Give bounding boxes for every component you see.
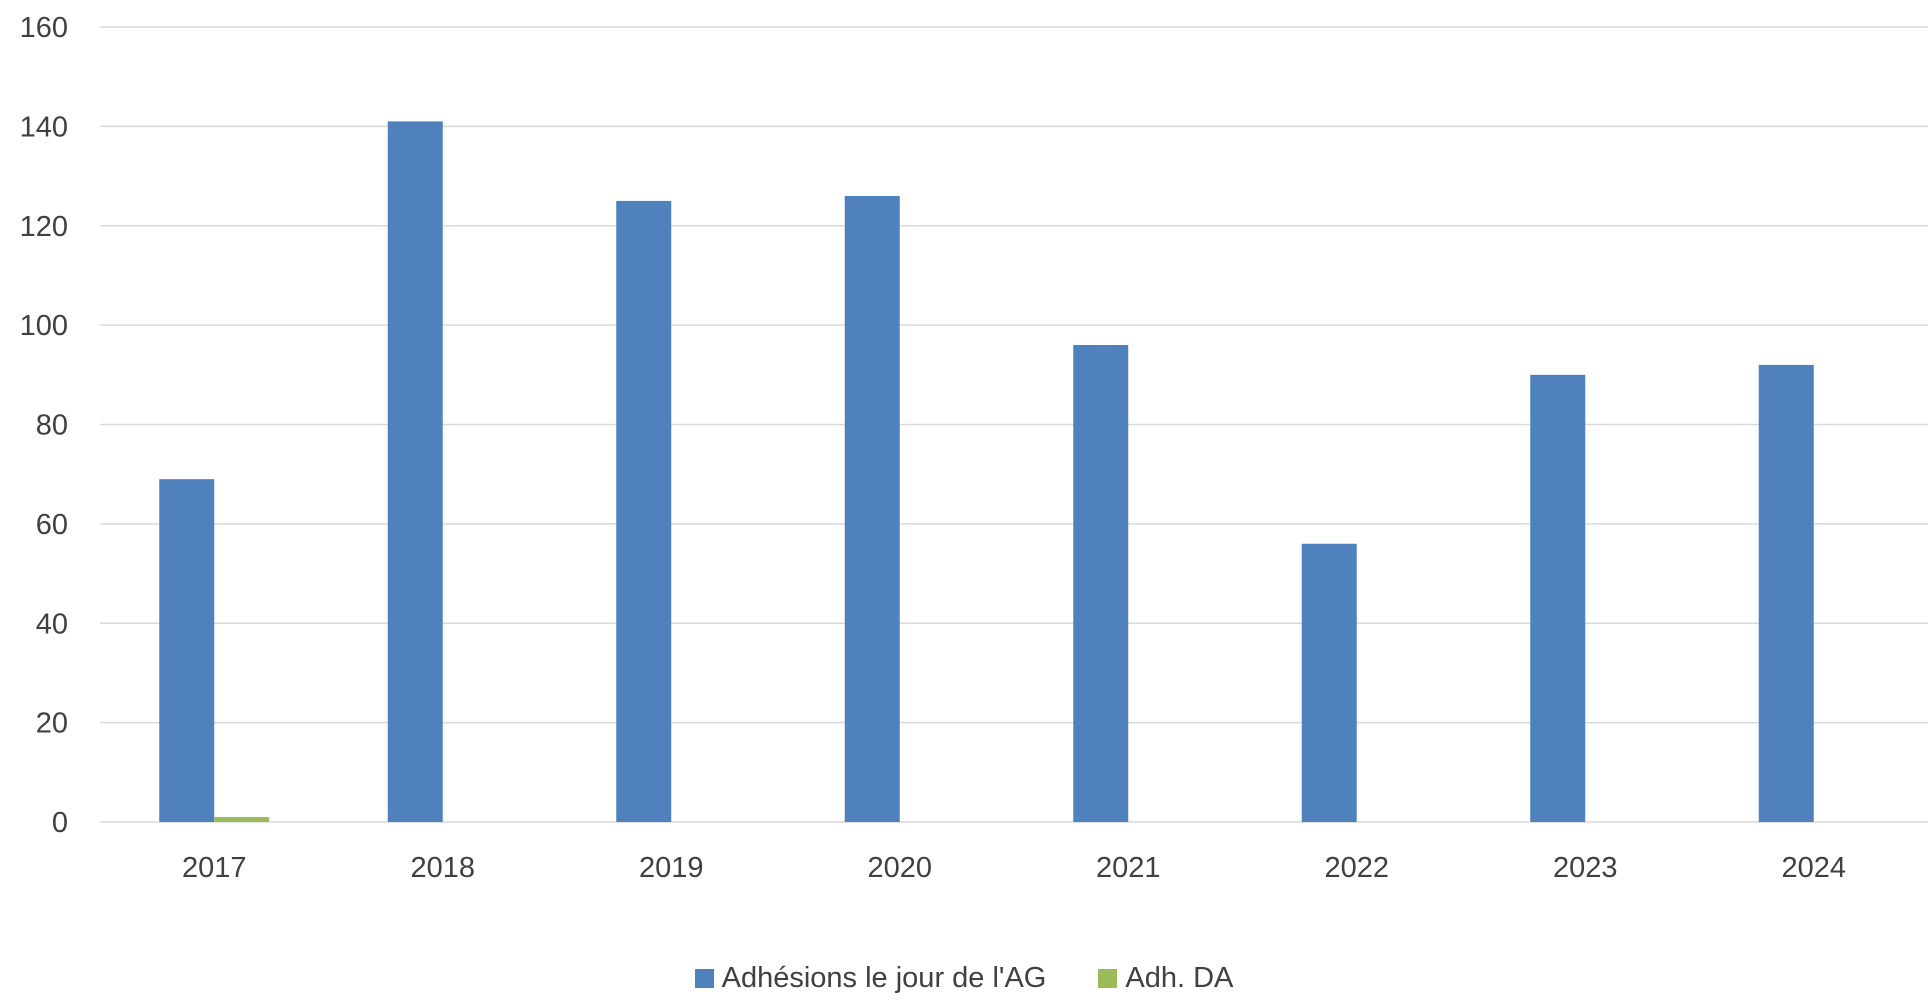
- x-tick-label: 2017: [182, 852, 247, 884]
- y-tick-label: 60: [36, 509, 68, 541]
- gridlines: [100, 26, 1928, 823]
- legend-label-series-1: Adhésions le jour de l'AG: [721, 962, 1047, 994]
- y-tick-label: 20: [36, 708, 68, 740]
- x-tick-label: 2021: [1096, 852, 1161, 884]
- y-tick-label: 160: [20, 12, 68, 44]
- legend-item-series-1: Adhésions le jour de l'AG: [694, 962, 1047, 995]
- x-tick-label: 2024: [1781, 852, 1846, 884]
- legend: Adhésions le jour de l'AG Adh. DA: [0, 962, 1928, 995]
- bar-adhesions-ag-2021: [1073, 345, 1129, 822]
- x-tick-label: 2020: [867, 852, 932, 884]
- x-tick-label: 2022: [1324, 852, 1389, 884]
- y-axis-ticks: 0 20 40 60 80 100 120 140 160: [20, 12, 68, 839]
- y-tick-label: 0: [52, 807, 68, 839]
- x-axis-ticks: 2017 2018 2019 2020 2021 2022 2023 2024: [182, 852, 1846, 884]
- x-tick-label: 2023: [1553, 852, 1618, 884]
- bar-adhesions-ag-2018: [387, 121, 443, 822]
- y-tick-label: 80: [36, 410, 68, 442]
- bar-adhesions-ag-2020: [844, 195, 900, 822]
- legend-swatch-series-1: [694, 969, 714, 988]
- bar-adhesions-ag-2024: [1758, 364, 1814, 822]
- x-tick-label: 2018: [410, 852, 475, 884]
- y-tick-label: 40: [36, 608, 68, 640]
- y-tick-label: 140: [20, 111, 68, 143]
- y-tick-label: 120: [20, 211, 68, 243]
- bar-adhesions-ag-2023: [1530, 374, 1586, 822]
- bars: [159, 121, 1814, 822]
- legend-item-series-2: Adh. DA: [1098, 962, 1233, 995]
- y-tick-label: 100: [20, 310, 68, 342]
- legend-swatch-series-2: [1098, 969, 1118, 988]
- bar-adhesions-ag-2022: [1301, 543, 1357, 822]
- legend-label-series-2: Adh. DA: [1125, 962, 1234, 994]
- bar-adhesions-ag-2017: [159, 479, 215, 822]
- bar-adhesions-ag-2019: [616, 200, 672, 822]
- x-tick-label: 2019: [639, 852, 704, 884]
- bar-adh-da-2017: [214, 817, 270, 822]
